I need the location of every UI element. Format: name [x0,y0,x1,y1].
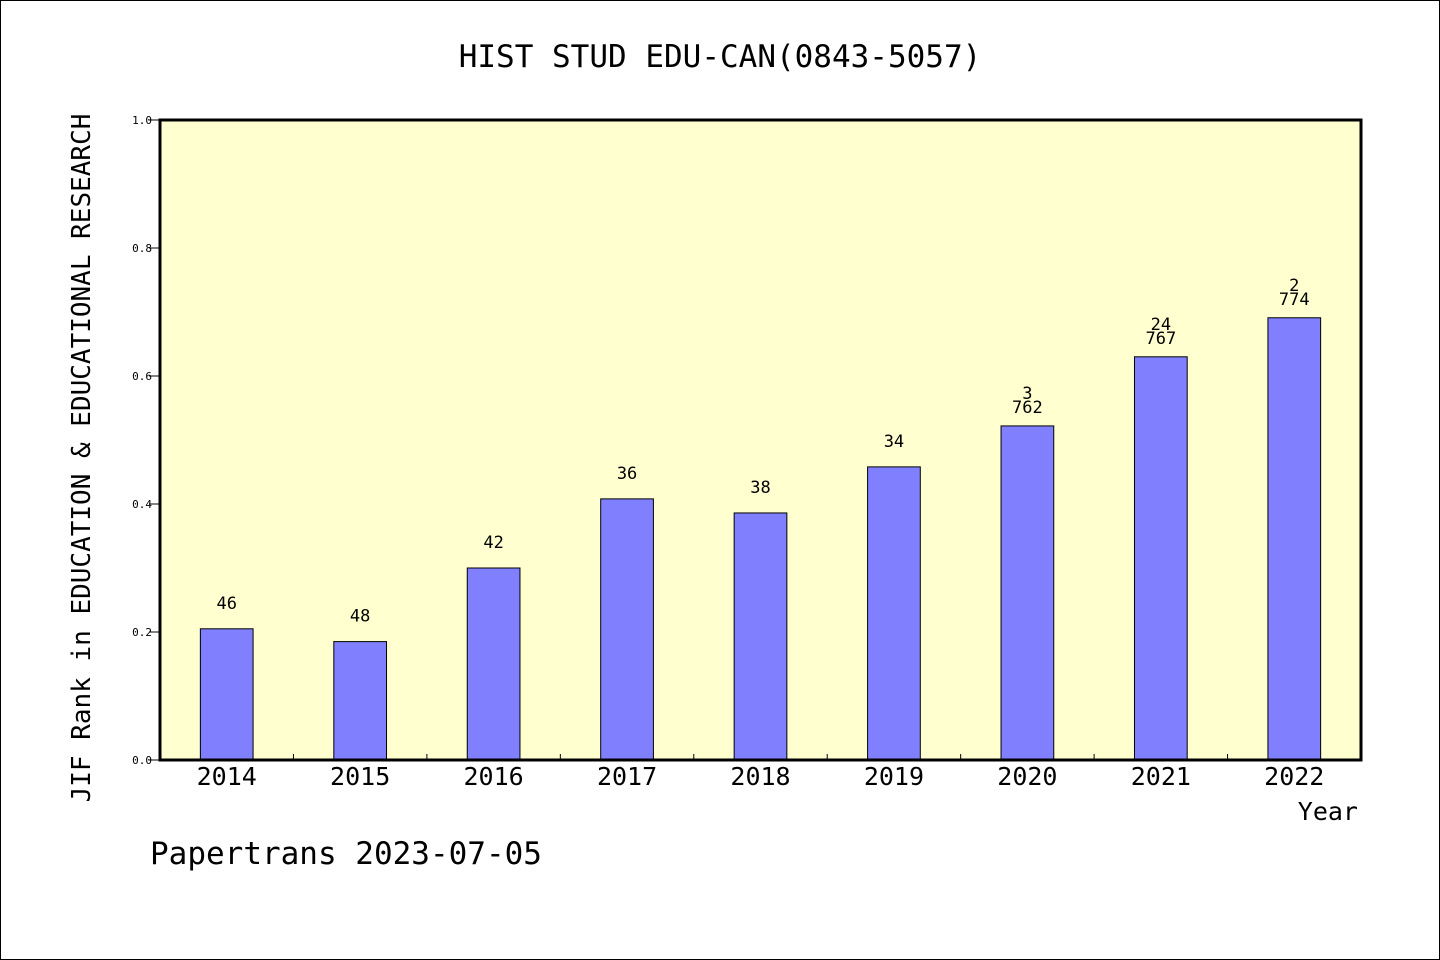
bar-2022 [1267,317,1322,761]
y-axis-label: JIF Rank in EDUCATION & EDUCATIONAL RESE… [67,114,97,803]
y-axis: 0.0 0.2 0.4 0.6 0.8 1.0 [132,114,160,767]
x-tick-label: 2017 [597,762,657,791]
y-tick-label: 0.8 [132,242,152,255]
bar-2021 [1133,356,1188,761]
x-tick-label: 2015 [330,762,390,791]
x-axis-label: Year [1298,797,1358,826]
x-tick-label: 2021 [1131,762,1191,791]
data-label: 34 [884,432,904,452]
bar-2018 [733,512,788,761]
y-tick-label: 0.6 [132,370,152,383]
data-label: 767 [1145,329,1176,349]
bar-2016 [466,567,521,761]
data-label: 774 [1279,290,1310,310]
data-label: 42 [483,533,503,553]
y-tick-label: 1.0 [132,114,152,127]
y-tick-label: 0.0 [132,754,152,767]
bar-2014 [199,628,254,761]
x-tick-label: 2016 [464,762,524,791]
x-tick-label: 2020 [997,762,1057,791]
data-label: 2 [1289,276,1299,296]
bar-2017 [600,498,654,761]
x-tick-label: 2014 [197,762,257,791]
bar-2020 [1000,425,1055,761]
data-label: 24 [1151,315,1171,335]
bar-2015 [333,641,388,761]
data-label: 38 [750,478,770,498]
x-tick-label: 2019 [864,762,924,791]
bar-2019 [867,466,921,761]
footer-credit: Papertrans 2023-07-05 [150,836,542,872]
x-axis: 2014 2015 2016 2017 2018 2019 2020 2021 2022 [197,754,1324,791]
data-label: 48 [350,607,370,627]
y-tick-label: 0.2 [132,626,152,639]
plot-border [158,118,1363,762]
data-label: 762 [1012,398,1043,418]
chart-title: HIST STUD EDU-CAN(0843-5057) [459,39,982,75]
x-tick-label: 2022 [1264,762,1324,791]
data-label: 3 [1022,384,1032,404]
data-label: 36 [617,464,637,484]
y-tick-label: 0.4 [132,498,152,511]
data-label: 46 [216,594,236,614]
x-tick-label: 2018 [730,762,790,791]
